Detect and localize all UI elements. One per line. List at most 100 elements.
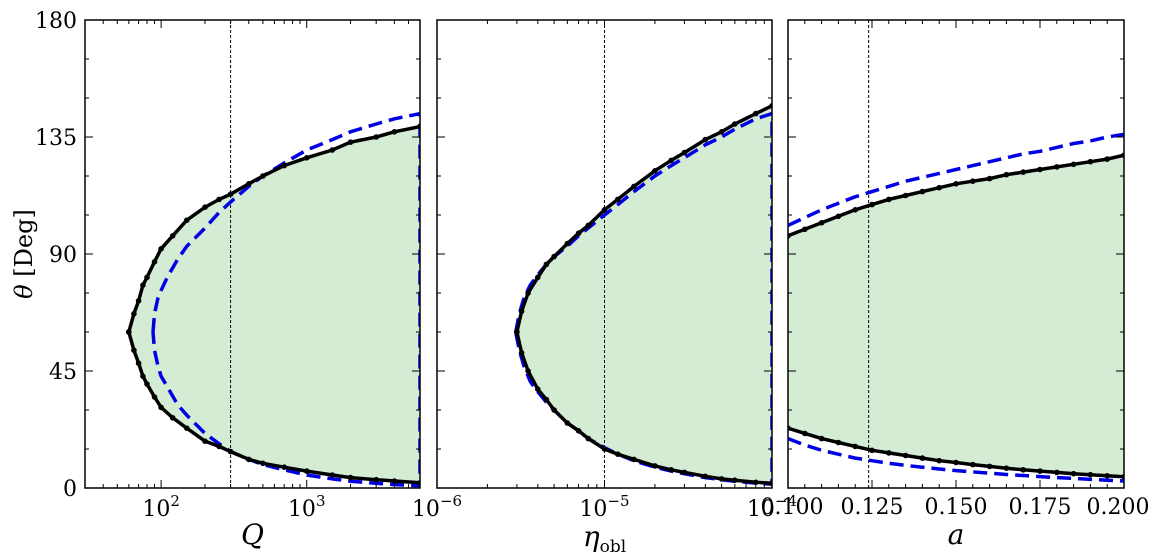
numeric-lower-point <box>732 477 738 484</box>
numeric-lower-point <box>246 456 252 463</box>
numeric-upper-point <box>135 298 142 304</box>
x-axis-label: a <box>948 518 965 551</box>
numeric-upper-point <box>1104 156 1110 162</box>
numeric-upper-point <box>144 274 150 281</box>
numeric-lower-point <box>970 461 976 468</box>
stable-region-fill <box>788 155 1124 477</box>
panels: 0 45 90 135 180 102 103 Qθ [Deg] 10−6 10−5 10−4 ηob… <box>10 9 1149 557</box>
numeric-lower-point <box>1020 467 1026 473</box>
numeric-upper-point <box>718 129 725 135</box>
numeric-upper-point <box>131 311 137 317</box>
y-tick-label: 90 <box>49 243 77 268</box>
numeric-upper-point <box>886 196 892 203</box>
numeric-lower-point <box>986 463 993 470</box>
numeric-upper-point <box>1087 158 1094 165</box>
numeric-upper-point <box>373 134 380 140</box>
numeric-upper-point <box>391 129 398 135</box>
numeric-lower-point <box>1104 473 1110 479</box>
y-tick-label: 0 <box>63 477 77 502</box>
numeric-lower-point <box>131 347 137 354</box>
x-tick-label: 0.150 <box>925 495 988 520</box>
numeric-lower-point <box>543 396 550 403</box>
numeric-lower-point <box>601 446 608 452</box>
numeric-upper-point <box>151 259 158 265</box>
stable-region-fill <box>516 105 772 484</box>
numeric-lower-point <box>126 329 132 335</box>
numeric-lower-point <box>1087 471 1094 478</box>
numeric-lower-point <box>1070 470 1077 477</box>
plot-area <box>788 20 1124 488</box>
numeric-upper-point <box>281 162 288 169</box>
numeric-lower-point <box>668 467 674 473</box>
numeric-lower-point <box>919 455 926 461</box>
numeric-upper-point <box>202 204 208 210</box>
numeric-upper-point <box>986 175 993 182</box>
numeric-lower-point <box>818 435 825 442</box>
numeric-lower-point <box>535 386 541 393</box>
numeric-upper-point <box>953 181 959 187</box>
numeric-lower-point <box>753 479 759 486</box>
plot-area <box>513 20 772 488</box>
numeric-upper-point <box>158 246 164 252</box>
numeric-lower-point <box>652 463 658 469</box>
numeric-upper-point <box>732 121 738 127</box>
numeric-lower-point <box>202 438 208 445</box>
numeric-lower-point <box>260 460 266 467</box>
panel-left: 0 45 90 135 180 102 103 Qθ [Deg] <box>10 9 421 551</box>
numeric-lower-point <box>303 468 310 474</box>
numeric-upper-point <box>852 207 858 213</box>
numeric-lower-point <box>373 476 380 483</box>
numeric-upper-point <box>1020 169 1026 175</box>
numeric-lower-point <box>169 415 176 421</box>
y-tick-label: 180 <box>35 9 77 34</box>
analytic-curve-upper <box>788 132 1124 227</box>
numeric-lower-point <box>135 360 142 367</box>
numeric-upper-point <box>802 226 808 233</box>
numeric-upper-point <box>902 192 909 199</box>
numeric-lower-point <box>631 456 637 463</box>
stable-region-fill <box>128 126 420 483</box>
x-tick-label: 10−6 <box>412 492 462 522</box>
numeric-upper-point <box>615 196 621 203</box>
numeric-upper-point <box>564 240 571 247</box>
numeric-lower-point <box>140 373 146 380</box>
numeric-upper-point <box>329 147 336 153</box>
numeric-lower-point <box>869 447 875 454</box>
numeric-lower-point <box>158 404 164 411</box>
numeric-lower-point <box>518 350 525 356</box>
plot-area <box>126 20 420 488</box>
panel-middle: 10−6 10−5 10−4 ηobl <box>412 19 797 557</box>
numeric-lower-point <box>886 450 892 456</box>
y-axis-label: θ [Deg] <box>10 209 38 299</box>
numeric-upper-point <box>818 220 825 226</box>
x-tick-label: 0.100 <box>761 495 824 520</box>
numeric-upper-point <box>869 201 875 208</box>
x-tick-label: 10−5 <box>579 492 629 522</box>
numeric-upper-point <box>140 282 146 289</box>
numeric-upper-point <box>668 157 674 164</box>
numeric-upper-point <box>936 184 942 191</box>
numeric-lower-point <box>391 478 398 484</box>
numeric-lower-point <box>1003 465 1010 472</box>
y-tick-label: 45 <box>49 360 77 385</box>
numeric-upper-point <box>543 261 550 268</box>
numeric-lower-point <box>902 452 909 459</box>
numeric-lower-point <box>1054 469 1060 476</box>
numeric-lower-point <box>575 428 582 434</box>
numeric-upper-point <box>970 178 976 184</box>
numeric-lower-point <box>953 459 959 466</box>
panel-right: 0.100 0.125 0.150 0.175 0.200 a <box>761 19 1150 551</box>
y-tick-label: 135 <box>35 126 77 151</box>
analytic-curve-lower <box>788 436 1124 483</box>
numeric-upper-point <box>681 149 688 156</box>
numeric-upper-point <box>919 188 926 195</box>
numeric-upper-point <box>753 110 759 117</box>
numeric-lower-point <box>564 420 571 426</box>
numeric-upper-point <box>631 183 637 190</box>
x-axis-label: Q <box>241 518 264 551</box>
x-tick-label: 0.200 <box>1087 495 1150 520</box>
numeric-lower-point <box>525 368 531 374</box>
numeric-upper-point <box>551 253 557 260</box>
numeric-upper-point <box>835 213 842 220</box>
numeric-upper-point <box>227 191 234 197</box>
